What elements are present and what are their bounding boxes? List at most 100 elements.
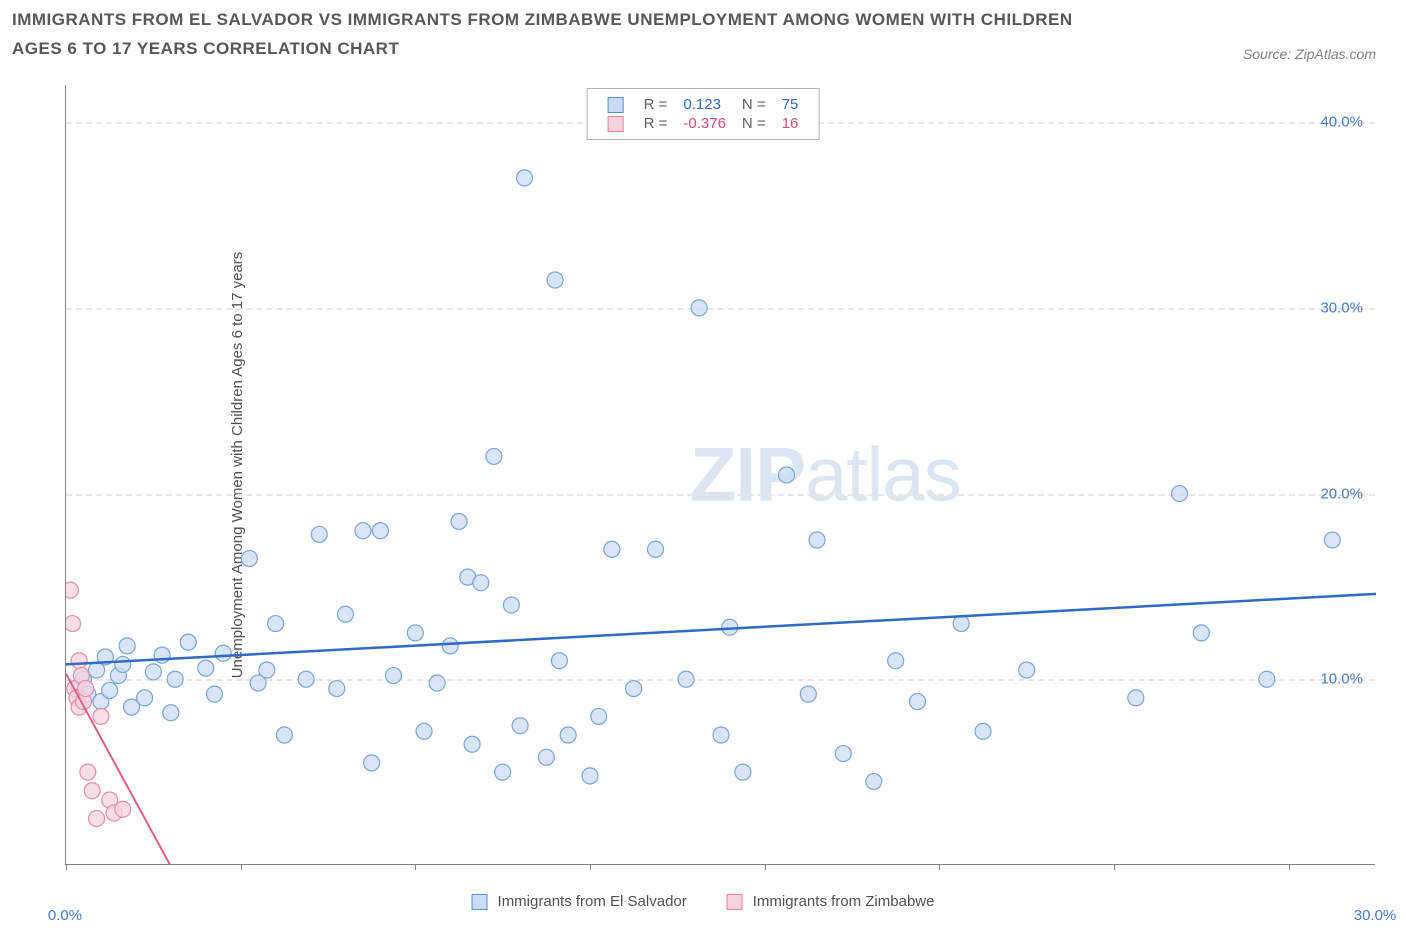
data-point: [259, 662, 275, 678]
x-tick: [1114, 864, 1115, 870]
data-point: [311, 526, 327, 542]
x-tick-label: 0.0%: [48, 907, 82, 924]
data-point: [407, 625, 423, 641]
x-tick: [590, 864, 591, 870]
data-point: [1193, 625, 1209, 641]
data-point: [80, 764, 96, 780]
legend-label: Immigrants from El Salvador: [498, 893, 687, 910]
data-point: [517, 170, 533, 186]
source-prefix: Source:: [1243, 46, 1295, 62]
data-point: [115, 801, 131, 817]
data-point: [206, 686, 222, 702]
data-point: [198, 660, 214, 676]
data-point: [547, 272, 563, 288]
chart-title: IMMIGRANTS FROM EL SALVADOR VS IMMIGRANT…: [12, 6, 1092, 64]
data-point: [268, 616, 284, 632]
data-point: [66, 582, 78, 598]
data-point: [503, 597, 519, 613]
y-tick-label: 40.0%: [1320, 114, 1363, 131]
data-point: [626, 681, 642, 697]
x-tick: [1289, 864, 1290, 870]
data-point: [102, 682, 118, 698]
r-value-pink: -0.376: [675, 114, 734, 133]
data-point: [591, 708, 607, 724]
data-point: [386, 668, 402, 684]
x-tick-label: 30.0%: [1354, 907, 1397, 924]
data-point: [137, 690, 153, 706]
y-tick-label: 30.0%: [1320, 299, 1363, 316]
y-tick-label: 20.0%: [1320, 485, 1363, 502]
data-point: [604, 541, 620, 557]
data-point: [464, 736, 480, 752]
swatch-blue-icon: [472, 894, 488, 910]
data-point: [66, 616, 81, 632]
data-point: [1324, 532, 1340, 548]
data-point: [809, 532, 825, 548]
n-value-blue: 75: [774, 95, 807, 114]
data-point: [298, 671, 314, 687]
n-label: N =: [734, 114, 774, 133]
r-value-blue: 0.123: [675, 95, 734, 114]
legend-row-pink: R = -0.376 N = 16: [600, 114, 807, 133]
data-point: [648, 541, 664, 557]
scatter-svg: [66, 85, 1376, 865]
correlation-legend: R = 0.123 N = 75 R = -0.376 N = 16: [587, 88, 820, 140]
source-name: ZipAtlas.com: [1295, 46, 1376, 62]
data-point: [241, 551, 257, 567]
data-point: [429, 675, 445, 691]
x-tick: [939, 864, 940, 870]
legend-label: Immigrants from Zimbabwe: [753, 893, 935, 910]
data-point: [888, 653, 904, 669]
x-tick: [66, 864, 67, 870]
r-label: R =: [636, 95, 676, 114]
data-point: [372, 523, 388, 539]
n-label: N =: [734, 95, 774, 114]
data-point: [442, 638, 458, 654]
legend-item-zimbabwe: Immigrants from Zimbabwe: [727, 893, 935, 910]
plot-area: ZIPatlas 10.0%20.0%30.0%40.0%: [65, 85, 1375, 865]
data-point: [910, 694, 926, 710]
data-point: [512, 718, 528, 734]
data-point: [1172, 486, 1188, 502]
data-point: [93, 708, 109, 724]
data-point: [1128, 690, 1144, 706]
trend-line: [66, 594, 1376, 665]
data-point: [582, 768, 598, 784]
data-point: [78, 681, 94, 697]
data-point: [276, 727, 292, 743]
data-point: [551, 653, 567, 669]
r-label: R =: [636, 114, 676, 133]
data-point: [119, 638, 135, 654]
data-point: [691, 300, 707, 316]
data-point: [215, 645, 231, 661]
data-point: [486, 448, 502, 464]
data-point: [953, 616, 969, 632]
data-point: [678, 671, 694, 687]
data-point: [167, 671, 183, 687]
data-point: [713, 727, 729, 743]
legend-item-el-salvador: Immigrants from El Salvador: [472, 893, 687, 910]
swatch-pink-icon: [608, 116, 624, 132]
data-point: [355, 523, 371, 539]
x-tick: [241, 864, 242, 870]
swatch-pink-icon: [727, 894, 743, 910]
data-point: [451, 513, 467, 529]
data-point: [835, 746, 851, 762]
data-point: [329, 681, 345, 697]
data-point: [800, 686, 816, 702]
x-tick: [415, 864, 416, 870]
x-tick: [765, 864, 766, 870]
n-value-pink: 16: [774, 114, 807, 133]
data-point: [560, 727, 576, 743]
data-point: [779, 467, 795, 483]
data-point: [89, 811, 105, 827]
data-point: [1019, 662, 1035, 678]
data-point: [866, 773, 882, 789]
data-point: [71, 653, 87, 669]
data-point: [84, 783, 100, 799]
swatch-blue-icon: [608, 97, 624, 113]
data-point: [975, 723, 991, 739]
data-point: [1259, 671, 1275, 687]
series-legend: Immigrants from El Salvador Immigrants f…: [472, 893, 935, 910]
data-point: [735, 764, 751, 780]
